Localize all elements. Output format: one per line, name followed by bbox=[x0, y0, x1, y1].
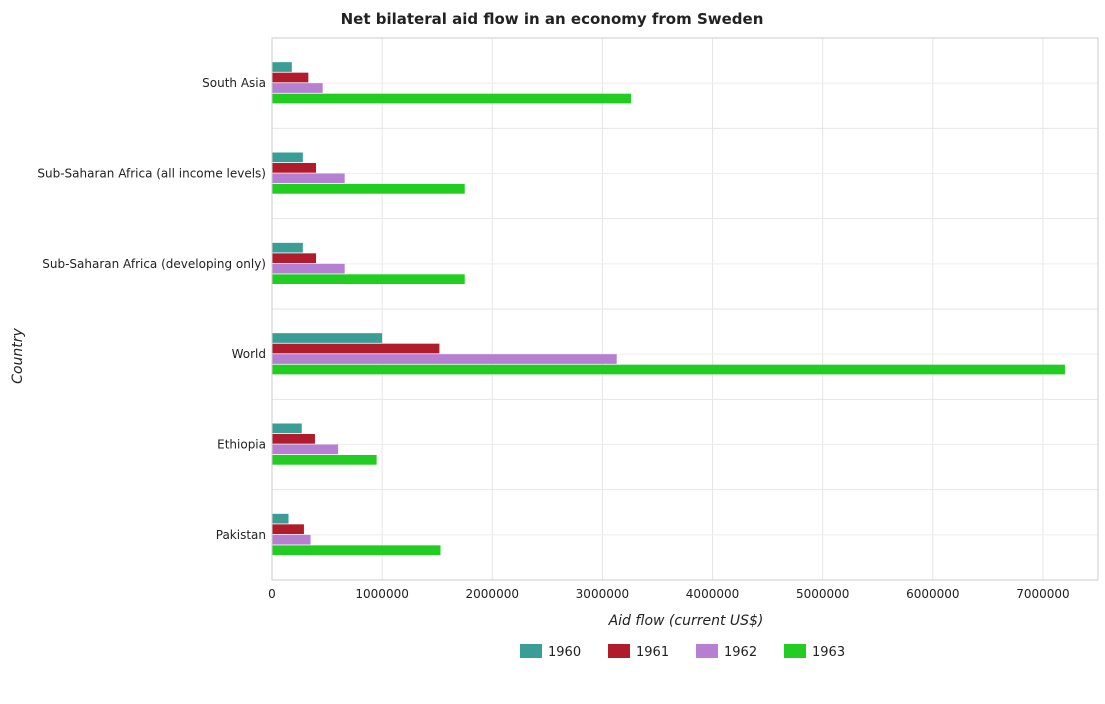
x-tick-label: 4000000 bbox=[686, 587, 739, 601]
y-tick-labels: South Asia Sub-Saharan Africa (all income… bbox=[37, 76, 266, 542]
y-tick-label: South Asia bbox=[202, 76, 266, 90]
x-tick-label: 7000000 bbox=[1016, 587, 1069, 601]
legend-label-1962: 1962 bbox=[724, 645, 757, 660]
x-tick-label: 1000000 bbox=[355, 587, 408, 601]
legend-label-1961: 1961 bbox=[636, 645, 669, 660]
bar-1962-sub-saharan-africa-developing-only- bbox=[272, 263, 345, 274]
legend-swatch-1963 bbox=[784, 644, 806, 658]
x-axis-label: Aid flow (current US$) bbox=[608, 613, 764, 629]
legend-label-1963: 1963 bbox=[812, 645, 845, 660]
chart-title: Net bilateral aid flow in an economy fro… bbox=[341, 10, 764, 28]
bar-1960-sub-saharan-africa-developing-only- bbox=[272, 242, 303, 253]
y-tick-label: World bbox=[232, 347, 266, 361]
bar-1961-sub-saharan-africa-all-income-levels- bbox=[272, 163, 317, 173]
x-tick-label: 3000000 bbox=[576, 587, 629, 601]
legend-swatch-1960 bbox=[520, 644, 542, 658]
legend-swatch-1962 bbox=[696, 644, 718, 658]
x-tick-label: 2000000 bbox=[466, 587, 519, 601]
x-tick-label: 6000000 bbox=[906, 587, 959, 601]
y-tick-label: Pakistan bbox=[216, 528, 266, 542]
bar-1960-south-asia bbox=[272, 62, 292, 72]
bar-1962-south-asia bbox=[272, 83, 323, 93]
bar-1962-sub-saharan-africa-all-income-levels- bbox=[272, 173, 345, 184]
x-tick-label: 5000000 bbox=[796, 587, 849, 601]
bar-1962-pakistan bbox=[272, 534, 311, 545]
bar-1963-pakistan bbox=[272, 545, 441, 556]
bar-1962-ethiopia bbox=[272, 444, 339, 455]
y-axis-label: Country bbox=[10, 327, 26, 383]
bar-1963-ethiopia bbox=[272, 455, 377, 465]
bar-1963-world bbox=[272, 364, 1065, 375]
y-tick-label: Sub-Saharan Africa (all income levels) bbox=[37, 167, 266, 181]
bar-1961-ethiopia bbox=[272, 434, 315, 444]
bar-1960-ethiopia bbox=[272, 423, 302, 434]
bar-1963-sub-saharan-africa-developing-only- bbox=[272, 274, 465, 285]
legend: 1960 1961 1962 1963 bbox=[520, 644, 845, 660]
bar-1961-pakistan bbox=[272, 524, 304, 535]
bar-1961-sub-saharan-africa-developing-only- bbox=[272, 253, 317, 264]
legend-label-1960: 1960 bbox=[548, 645, 581, 660]
bar-1962-world bbox=[272, 354, 617, 364]
bar-1963-south-asia bbox=[272, 93, 632, 104]
bar-1961-south-asia bbox=[272, 72, 309, 83]
y-tick-label: Ethiopia bbox=[217, 438, 266, 452]
legend-swatch-1961 bbox=[608, 644, 630, 658]
x-tick-label: 0 bbox=[268, 587, 276, 601]
bars bbox=[272, 62, 1065, 556]
plot-frame bbox=[271, 37, 1099, 581]
bar-1961-world bbox=[272, 343, 440, 354]
y-tick-label: Sub-Saharan Africa (developing only) bbox=[42, 257, 266, 271]
bar-1960-pakistan bbox=[272, 513, 289, 524]
bar-1963-sub-saharan-africa-all-income-levels- bbox=[272, 184, 465, 194]
bar-1960-sub-saharan-africa-all-income-levels- bbox=[272, 152, 303, 163]
bar-1960-world bbox=[272, 333, 383, 343]
x-tick-labels: 0 1000000 2000000 3000000 4000000 5000000 6000… bbox=[268, 587, 1069, 601]
